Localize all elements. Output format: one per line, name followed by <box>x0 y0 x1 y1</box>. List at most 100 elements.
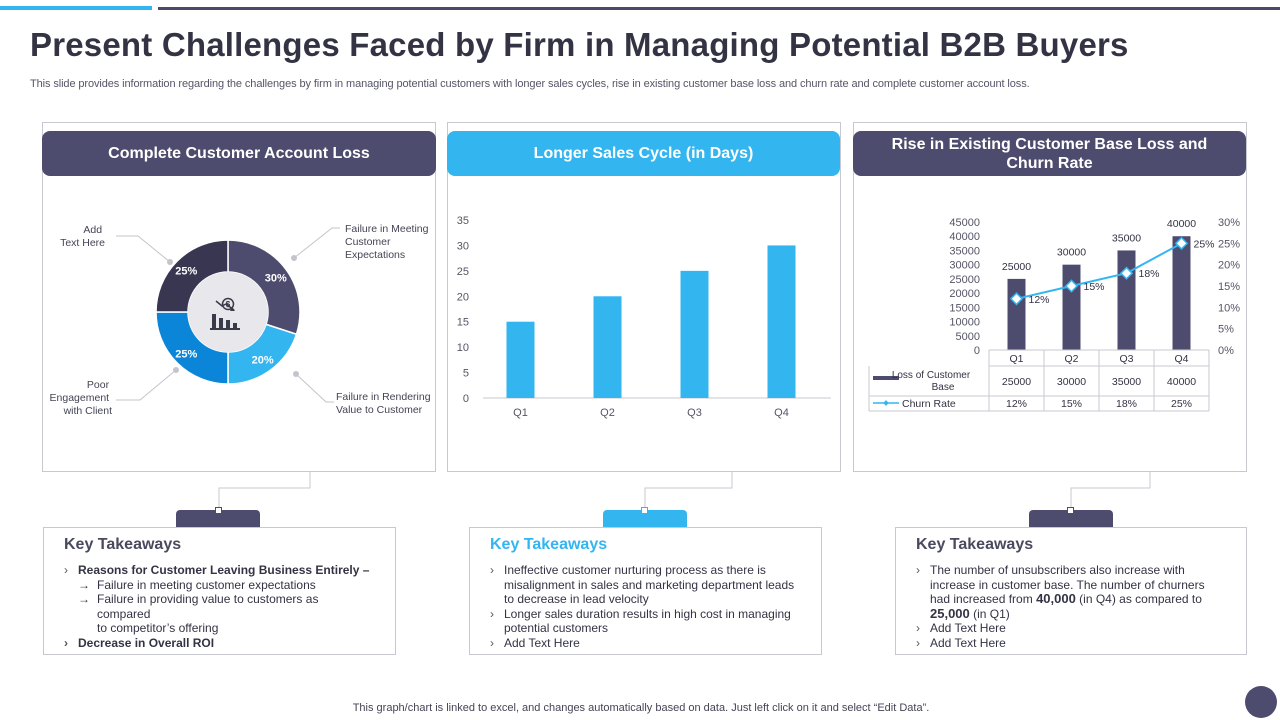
top-rule <box>158 7 1280 10</box>
panel-header-account-loss: Complete Customer Account Loss <box>42 131 436 176</box>
list-item: Failure in meeting customer expectations <box>78 578 375 593</box>
churn-value-label: 18% <box>1139 268 1160 280</box>
list-item: Add Text Here <box>916 621 1226 636</box>
callout-line-bottom-right <box>295 373 334 403</box>
callout-line-bottom-left <box>116 369 177 401</box>
y-tick-label: 35 <box>457 215 469 227</box>
table-cell: 40000 <box>1167 376 1196 388</box>
page-subtitle: This slide provides information regardin… <box>30 78 1030 90</box>
churn-line: 12% 15% 18% 25% <box>1009 236 1215 306</box>
churn-point <box>1119 266 1134 280</box>
table-cell: 25000 <box>1002 376 1031 388</box>
x-tick-label: Q4 <box>1174 353 1188 365</box>
donut-slice-label: 20% <box>252 355 274 367</box>
churn-combo-chart: 0 5000 10000 15000 20000 25000 30000 35000 40000… <box>868 217 1240 412</box>
footer-note: This graph/chart is linked to excel, and… <box>352 702 930 714</box>
panel-header-sales-cycle: Longer Sales Cycle (in Days) <box>447 131 840 176</box>
list-item: The number of unsubscribers also increas… <box>916 563 1226 621</box>
table-cell: 35000 <box>1112 376 1141 388</box>
callout-dot-top-right <box>291 255 297 261</box>
y-tick-label: 40000 <box>949 231 980 243</box>
donut-slices <box>155 239 301 385</box>
donut-slice-label: 30% <box>265 272 287 284</box>
callout-dot-bottom-left <box>173 367 179 373</box>
table-cell: 25% <box>1171 398 1192 410</box>
table-row-label-loss: Loss of Customer Base <box>892 370 971 393</box>
y-tick-label: 5000 <box>956 331 980 343</box>
callout-top-left: Add Text Here <box>60 224 105 249</box>
bar <box>1172 236 1191 350</box>
y-tick-label: 25000 <box>949 274 980 286</box>
bar-value-label: 35000 <box>1112 232 1141 244</box>
x-tick-label: Q2 <box>1064 353 1078 365</box>
churn-point <box>1009 292 1024 306</box>
donut-chart: $ 30% 20% 25% 25% Failure in Meeting Custom… <box>50 223 431 417</box>
churn-value-label: 25% <box>1194 238 1215 250</box>
top-accent-bar <box>0 6 152 10</box>
bar <box>680 270 709 398</box>
x-tick-label: Q1 <box>513 407 528 419</box>
takeaway-title: Key Takeaways <box>916 536 1034 553</box>
churn-point <box>1174 236 1189 251</box>
list-item: Ineffective customer nurturing process a… <box>490 563 801 607</box>
takeaway-list: The number of unsubscribers also increas… <box>916 563 1226 650</box>
callout-dot-bottom-right <box>293 371 299 377</box>
list-item: Reasons for Customer Leaving Business En… <box>64 563 375 636</box>
table-cell: 18% <box>1116 398 1137 410</box>
y2-tick-label: 5% <box>1218 324 1234 336</box>
money-down-chart-icon: $ <box>210 297 240 330</box>
churn-value-label: 12% <box>1029 294 1050 306</box>
bar-value-labels: 25000 30000 35000 40000 <box>1002 218 1196 273</box>
takeaway-title: Key Takeaways <box>490 536 608 553</box>
y-tick-label: 10 <box>457 342 469 354</box>
connector-tab-2 <box>603 510 687 527</box>
bar <box>767 245 796 398</box>
y-tick-label: 0 <box>974 345 980 357</box>
donut-slice-label: 25% <box>175 349 197 361</box>
table-row-label-churn: Churn Rate <box>902 398 956 410</box>
bar-value-label: 25000 <box>1002 261 1031 273</box>
bar <box>593 296 622 398</box>
takeaway-list: Ineffective customer nurturing process a… <box>490 563 801 650</box>
legend-swatch-bar <box>873 376 899 380</box>
bar <box>1062 264 1081 350</box>
x-tick-label: Q1 <box>1009 353 1023 365</box>
y-tick-label: 35000 <box>949 245 980 257</box>
takeaway-box-2: Key Takeaways Ineffective customer nurtu… <box>469 527 822 655</box>
connector-node-3 <box>1067 507 1074 514</box>
y-tick-label: 5 <box>463 368 469 380</box>
callout-bottom-left: Poor Engagement with Client <box>50 379 113 417</box>
y-axis-ticks: 0 5000 10000 15000 20000 25000 30000 35000 40000… <box>949 217 980 357</box>
y-tick-label: 30000 <box>949 260 980 272</box>
y2-tick-label: 10% <box>1218 302 1240 314</box>
bar-value-label: 40000 <box>1167 218 1196 230</box>
bar <box>1117 250 1136 350</box>
y-tick-label: 15 <box>457 317 469 329</box>
bar <box>1007 278 1026 350</box>
page-title: Present Challenges Faced by Firm in Mana… <box>30 26 1129 63</box>
churn-point <box>1064 279 1079 293</box>
y-tick-label: 0 <box>463 393 469 405</box>
churn-value-label: 15% <box>1084 281 1105 293</box>
x-axis-ticks: Q1 Q2 Q3 Q4 <box>513 407 789 419</box>
y-axis-ticks: 0 5 10 15 20 25 30 35 <box>457 215 469 405</box>
y-tick-label: 20 <box>457 291 469 303</box>
connector-lines <box>218 472 1151 510</box>
takeaway-box-1: Key Takeaways Reasons for Customer Leavi… <box>43 527 396 655</box>
y-tick-label: 25 <box>457 266 469 278</box>
connector-node-1 <box>215 507 222 514</box>
y2-tick-label: 0% <box>1218 345 1234 357</box>
table-cell: 15% <box>1061 398 1082 410</box>
y-tick-label: 30 <box>457 240 469 252</box>
list-item: Decrease in Overall ROI <box>64 636 375 651</box>
list-item: Add Text Here <box>490 636 801 651</box>
y2-axis-ticks: 0% 5% 10% 15% 20% 25% 30% <box>1218 217 1240 357</box>
x-tick-label: Q3 <box>687 407 702 419</box>
bars <box>506 245 796 398</box>
y-tick-label: 20000 <box>949 288 980 300</box>
table-cell: 12% <box>1006 398 1027 410</box>
data-table: Q1 Q2 Q3 Q4 Loss of Customer Base Churn Rate 25… <box>868 349 1210 412</box>
y-tick-label: 10000 <box>949 317 980 329</box>
svg-text:$: $ <box>226 300 231 309</box>
churn-line-path <box>1016 242 1182 300</box>
